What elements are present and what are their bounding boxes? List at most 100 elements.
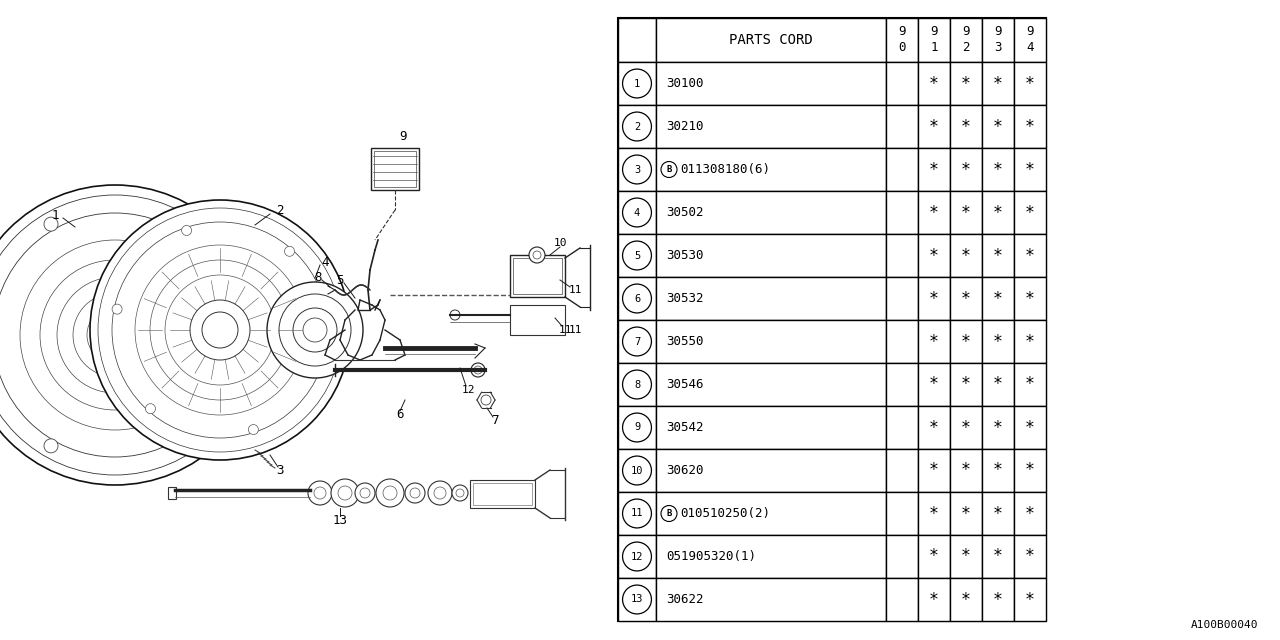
Text: *: *	[1025, 419, 1036, 436]
Text: B: B	[667, 509, 672, 518]
Bar	[982, 535, 1014, 578]
Bar	[886, 148, 918, 191]
Text: 11: 11	[631, 509, 644, 518]
Text: *: *	[993, 333, 1004, 351]
Bar	[657, 449, 886, 492]
Bar	[618, 105, 657, 148]
Bar	[982, 449, 1014, 492]
Circle shape	[268, 282, 364, 378]
Text: 12: 12	[461, 385, 475, 395]
Bar	[918, 277, 950, 320]
Text: *: *	[961, 504, 972, 522]
Bar	[950, 406, 982, 449]
Bar	[886, 406, 918, 449]
Circle shape	[622, 413, 652, 442]
Text: *: *	[961, 246, 972, 264]
Text: *: *	[929, 419, 940, 436]
Text: *: *	[993, 547, 1004, 566]
Circle shape	[622, 112, 652, 141]
Text: 30210: 30210	[666, 120, 704, 133]
Bar	[886, 62, 918, 105]
Bar	[657, 148, 886, 191]
Text: 6: 6	[634, 294, 640, 303]
Circle shape	[622, 155, 652, 184]
Bar	[657, 105, 886, 148]
Bar	[886, 18, 918, 62]
Text: 8: 8	[634, 380, 640, 390]
Circle shape	[529, 247, 545, 263]
Bar	[657, 320, 886, 363]
Text: *: *	[929, 461, 940, 479]
Text: *: *	[929, 246, 940, 264]
Circle shape	[182, 225, 192, 236]
Bar	[1014, 277, 1046, 320]
Bar	[918, 191, 950, 234]
Text: *: *	[961, 74, 972, 93]
Text: *: *	[961, 161, 972, 179]
Circle shape	[622, 456, 652, 485]
Text: 30100: 30100	[666, 77, 704, 90]
Bar	[982, 363, 1014, 406]
Text: *: *	[1025, 204, 1036, 221]
Text: 5: 5	[337, 273, 344, 287]
Bar	[1014, 62, 1046, 105]
Text: *: *	[993, 118, 1004, 136]
Bar	[982, 62, 1014, 105]
Circle shape	[622, 327, 652, 356]
Bar	[657, 406, 886, 449]
Circle shape	[146, 404, 155, 413]
Bar	[657, 363, 886, 406]
Text: *: *	[929, 547, 940, 566]
Bar	[618, 62, 657, 105]
Circle shape	[90, 200, 349, 460]
Bar	[374, 151, 416, 187]
Text: 30550: 30550	[666, 335, 704, 348]
Bar	[509, 305, 564, 335]
Bar	[1014, 535, 1046, 578]
Text: *: *	[993, 591, 1004, 609]
Bar	[918, 492, 950, 535]
Text: *: *	[929, 204, 940, 221]
Text: 1: 1	[634, 79, 640, 88]
Bar	[950, 148, 982, 191]
Text: *: *	[993, 246, 1004, 264]
Bar	[918, 535, 950, 578]
Text: 2: 2	[634, 122, 640, 131]
Bar	[950, 62, 982, 105]
Bar	[950, 277, 982, 320]
Text: 7: 7	[634, 337, 640, 346]
Circle shape	[622, 69, 652, 98]
Bar	[982, 234, 1014, 277]
Bar	[950, 449, 982, 492]
Text: 30530: 30530	[666, 249, 704, 262]
Text: A100B00040: A100B00040	[1190, 620, 1258, 630]
Bar	[982, 148, 1014, 191]
Bar	[886, 105, 918, 148]
Circle shape	[404, 483, 425, 503]
Text: *: *	[1025, 461, 1036, 479]
Bar	[918, 234, 950, 277]
Circle shape	[622, 499, 652, 528]
Bar	[1014, 105, 1046, 148]
Bar	[618, 18, 657, 62]
Text: *: *	[961, 289, 972, 307]
Bar	[1014, 492, 1046, 535]
Text: 30542: 30542	[666, 421, 704, 434]
Text: B: B	[667, 165, 672, 174]
Text: *: *	[929, 333, 940, 351]
Circle shape	[172, 439, 186, 453]
Text: *: *	[1025, 246, 1036, 264]
Text: *: *	[929, 74, 940, 93]
Text: *: *	[1025, 333, 1036, 351]
Text: *: *	[929, 118, 940, 136]
Bar	[886, 492, 918, 535]
Text: 11: 11	[568, 285, 581, 295]
Text: 30620: 30620	[666, 464, 704, 477]
Bar	[1014, 18, 1046, 62]
Text: PARTS CORD: PARTS CORD	[730, 33, 813, 47]
Text: 5: 5	[634, 250, 640, 260]
Bar	[1014, 363, 1046, 406]
Text: *: *	[993, 419, 1004, 436]
Bar	[918, 320, 950, 363]
Bar	[982, 492, 1014, 535]
